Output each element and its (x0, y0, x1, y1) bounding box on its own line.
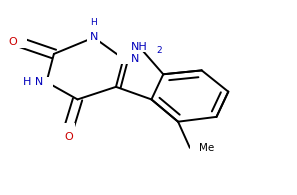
Text: H: H (91, 18, 97, 27)
Text: O: O (8, 37, 17, 47)
Text: N: N (131, 54, 139, 64)
Text: 2: 2 (156, 46, 162, 55)
Text: N: N (90, 33, 98, 43)
FancyBboxPatch shape (13, 37, 26, 48)
FancyBboxPatch shape (190, 143, 211, 153)
Text: O: O (64, 132, 73, 142)
Text: NH: NH (131, 42, 148, 52)
FancyBboxPatch shape (62, 123, 75, 134)
FancyBboxPatch shape (40, 77, 53, 87)
Text: H N: H N (23, 77, 44, 87)
Text: Me: Me (199, 143, 214, 153)
FancyBboxPatch shape (117, 53, 130, 64)
FancyBboxPatch shape (87, 32, 100, 43)
FancyBboxPatch shape (133, 42, 146, 52)
